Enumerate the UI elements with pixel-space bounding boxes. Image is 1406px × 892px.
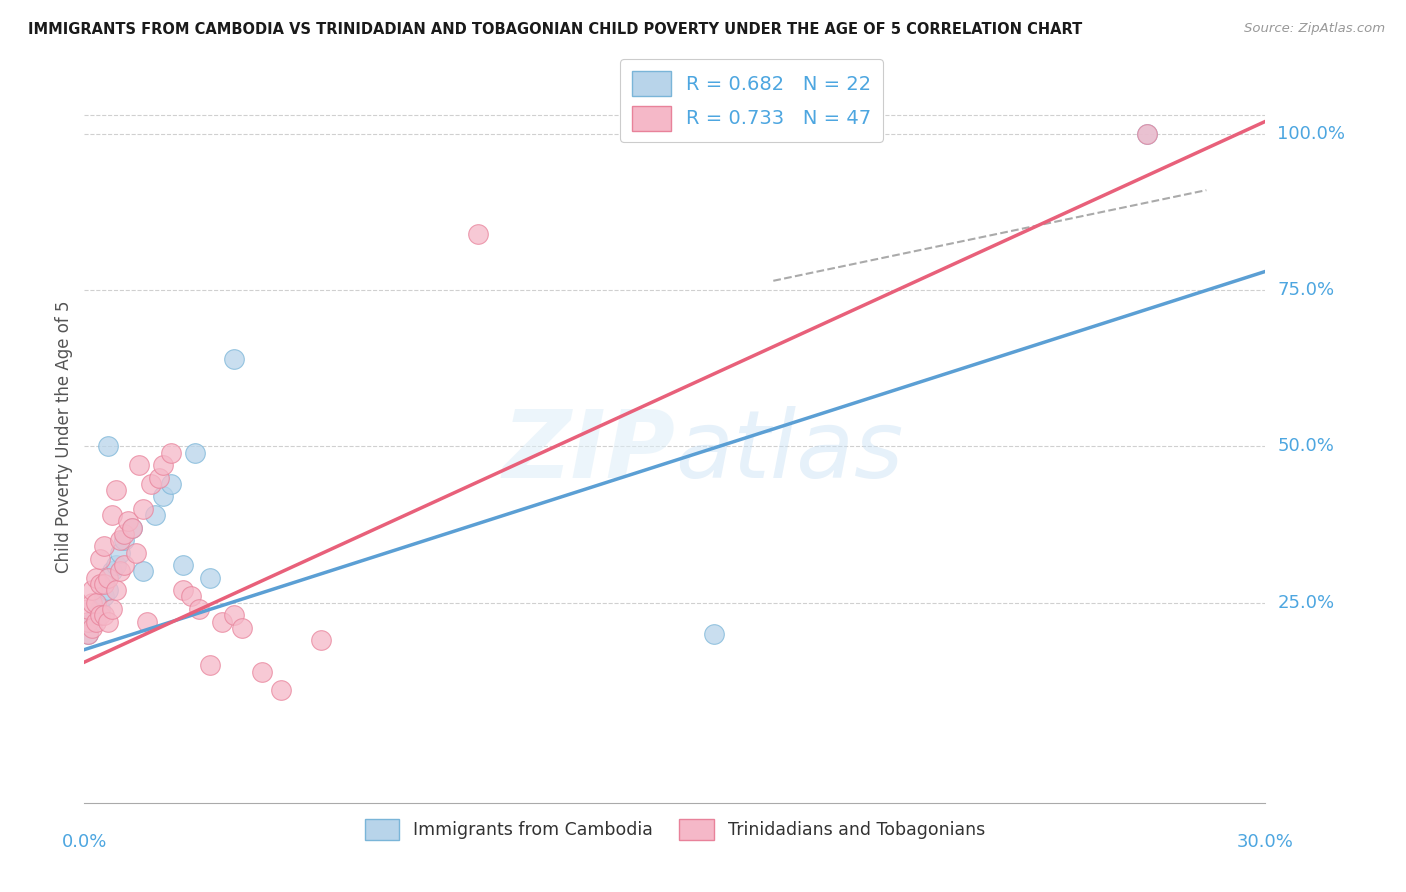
Point	[93, 608, 115, 623]
Text: atlas: atlas	[675, 406, 903, 497]
Point	[112, 558, 135, 573]
Point	[172, 583, 194, 598]
Text: Source: ZipAtlas.com: Source: ZipAtlas.com	[1244, 22, 1385, 36]
Point	[93, 577, 115, 591]
Point	[97, 583, 120, 598]
Point	[270, 683, 292, 698]
Point	[136, 615, 159, 629]
Point	[84, 571, 107, 585]
Point	[82, 583, 104, 598]
Point	[250, 665, 273, 679]
Point	[132, 565, 155, 579]
Point	[101, 565, 124, 579]
Point	[89, 577, 111, 591]
Point	[152, 490, 174, 504]
Point	[117, 515, 139, 529]
Point	[143, 508, 166, 523]
Point	[231, 621, 253, 635]
Point	[121, 521, 143, 535]
Point	[200, 658, 222, 673]
Text: 25.0%: 25.0%	[1277, 594, 1334, 612]
Point	[82, 615, 104, 629]
Point	[112, 527, 135, 541]
Point	[148, 471, 170, 485]
Point	[97, 440, 120, 454]
Point	[1136, 127, 1159, 141]
Y-axis label: Child Poverty Under the Age of 5: Child Poverty Under the Age of 5	[55, 301, 73, 574]
Point	[152, 458, 174, 473]
Point	[183, 446, 205, 460]
Point	[467, 227, 489, 241]
Point	[172, 558, 194, 573]
Text: IMMIGRANTS FROM CAMBODIA VS TRINIDADIAN AND TOBAGONIAN CHILD POVERTY UNDER THE A: IMMIGRANTS FROM CAMBODIA VS TRINIDADIAN …	[28, 22, 1083, 37]
Point	[128, 458, 150, 473]
Text: 100.0%: 100.0%	[1277, 125, 1346, 143]
Point	[77, 602, 100, 616]
Point	[89, 552, 111, 566]
Point	[132, 502, 155, 516]
Point	[200, 571, 222, 585]
Point	[77, 627, 100, 641]
Point	[1136, 127, 1159, 141]
Point	[160, 477, 183, 491]
Point	[160, 446, 183, 460]
Legend: Immigrants from Cambodia, Trinidadians and Tobagonians: Immigrants from Cambodia, Trinidadians a…	[356, 811, 994, 849]
Point	[104, 583, 127, 598]
Point	[108, 565, 131, 579]
Point	[112, 533, 135, 548]
Point	[187, 602, 209, 616]
Point	[89, 602, 111, 616]
Point	[93, 590, 115, 604]
Point	[77, 615, 100, 629]
Text: 0.0%: 0.0%	[62, 833, 107, 851]
Point	[77, 627, 100, 641]
Point	[141, 477, 163, 491]
Point	[180, 590, 202, 604]
Point	[101, 602, 124, 616]
Point	[84, 608, 107, 623]
Point	[222, 608, 245, 623]
Point	[101, 508, 124, 523]
Point	[82, 621, 104, 635]
Point	[309, 633, 332, 648]
Point	[93, 540, 115, 554]
Point	[211, 615, 233, 629]
Text: 30.0%: 30.0%	[1237, 833, 1294, 851]
Point	[222, 351, 245, 366]
Point	[97, 615, 120, 629]
Point	[104, 483, 127, 498]
Text: 50.0%: 50.0%	[1277, 437, 1334, 456]
Point	[89, 608, 111, 623]
Point	[104, 558, 127, 573]
Point	[108, 533, 131, 548]
Point	[121, 521, 143, 535]
Point	[124, 546, 146, 560]
Point	[84, 596, 107, 610]
Point	[703, 627, 725, 641]
Point	[82, 596, 104, 610]
Text: 75.0%: 75.0%	[1277, 281, 1334, 299]
Point	[84, 615, 107, 629]
Text: ZIP: ZIP	[502, 406, 675, 498]
Point	[108, 546, 131, 560]
Point	[97, 571, 120, 585]
